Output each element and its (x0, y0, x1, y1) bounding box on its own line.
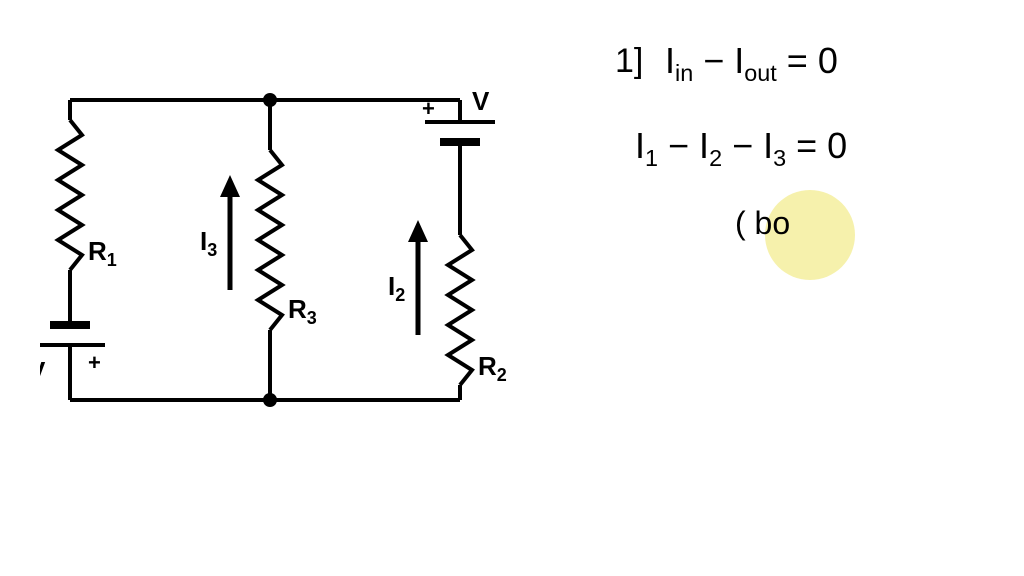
label-i3: I3 (200, 226, 217, 260)
partial-text: ( bo (735, 205, 790, 242)
plus-left: + (88, 350, 101, 375)
label-r3: R3 (288, 294, 317, 328)
eq-number: 1] (615, 42, 643, 81)
label-r1: R1 (88, 236, 117, 270)
plus-right: + (422, 96, 435, 121)
resistor-r3 (258, 150, 282, 330)
equation-2: I1 − I2 − I3 = 0 (635, 125, 847, 172)
label-r2: R2 (478, 351, 507, 385)
label-v-right: V (472, 86, 490, 116)
label-v-left: V (40, 356, 46, 386)
label-i2: I2 (388, 271, 405, 305)
resistor-r2 (448, 235, 472, 385)
resistor-r1 (58, 120, 82, 270)
circuit-diagram: R1 V + I1 R3 I3 + V R2 I2 (40, 80, 520, 440)
equation-1: Iin − Iout = 0 (665, 40, 838, 87)
